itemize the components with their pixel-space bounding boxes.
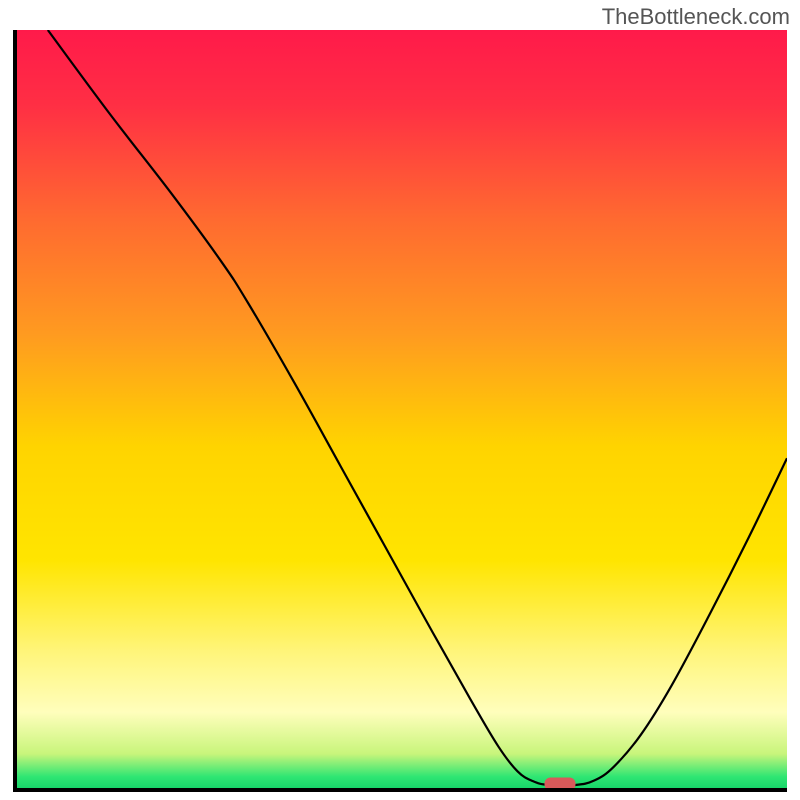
chart-container: TheBottleneck.com: [0, 0, 800, 800]
bottleneck-curve: [48, 30, 787, 786]
y-axis-line: [13, 30, 17, 792]
x-axis-line: [13, 788, 787, 792]
plot-area: [17, 30, 787, 788]
watermark-text: TheBottleneck.com: [602, 4, 790, 30]
curve-layer: [17, 30, 787, 788]
